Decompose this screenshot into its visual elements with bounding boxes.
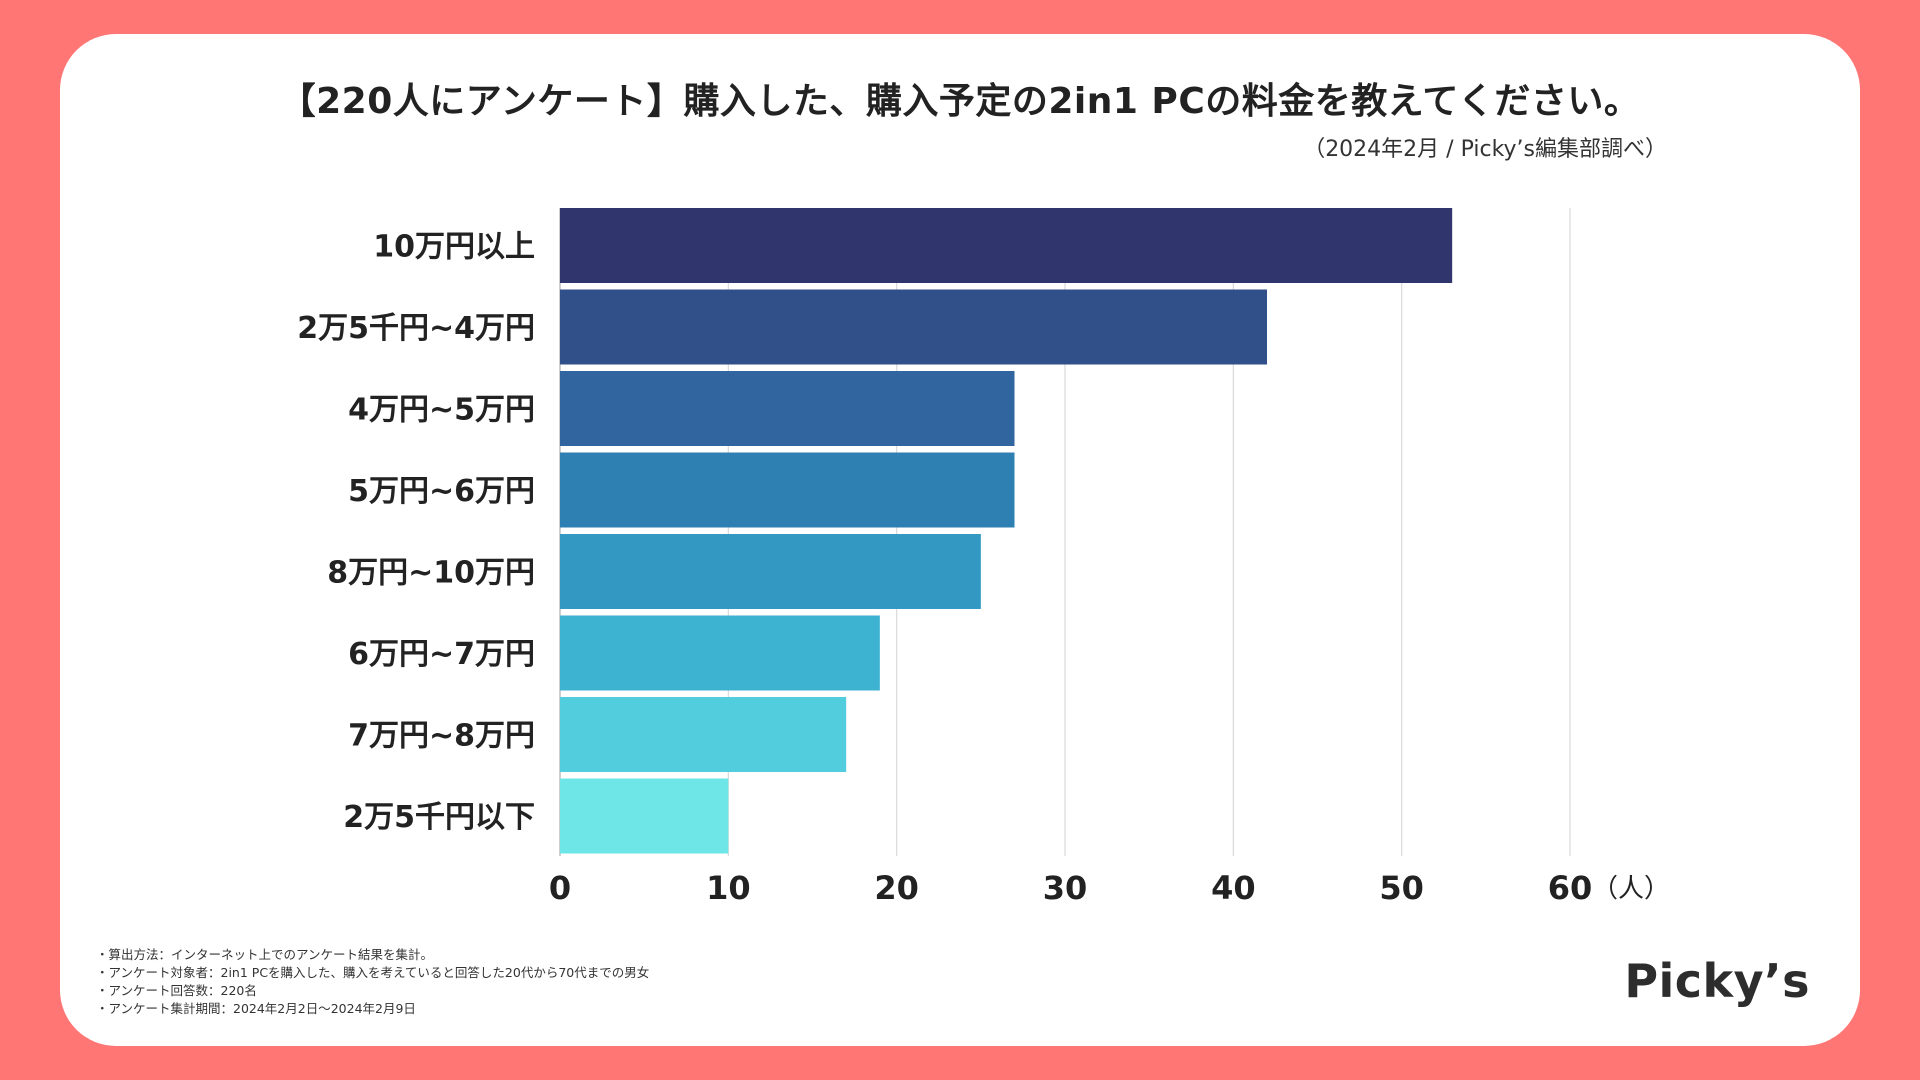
bar	[560, 778, 729, 854]
category-label: 10万円以上	[373, 230, 535, 265]
bar	[560, 452, 1015, 528]
bar	[560, 371, 1015, 446]
note-target: ・アンケート対象者：2in1 PCを購入した、購入を考えていると回答した20代か…	[96, 965, 650, 980]
x-tick-label: 10	[706, 869, 751, 907]
survey-notes: ・算出方法：インターネット上でのアンケート結果を集計。 ・アンケート対象者：2i…	[96, 946, 649, 1018]
note-period: ・アンケート集計期間：2024年2月2日〜2024年2月9日	[96, 1001, 416, 1016]
x-tick-label: 20	[874, 869, 919, 907]
x-tick-label: 60	[1548, 869, 1593, 907]
category-label: 6万円~7万円	[348, 637, 535, 672]
bar	[560, 208, 1453, 283]
bar	[560, 534, 981, 609]
x-axis-unit-label: （人）	[1592, 874, 1670, 904]
chart-title: 【220人にアンケート】購入した、購入予定の2in1 PCの料金を教えてください…	[279, 81, 1641, 122]
bar	[560, 697, 847, 772]
category-label: 5万円~6万円	[348, 474, 535, 509]
category-label: 8万円~10万円	[327, 556, 535, 591]
note-method: ・算出方法：インターネット上でのアンケート結果を集計。	[96, 947, 434, 962]
x-tick-label: 0	[549, 869, 571, 907]
category-label: 2万5千円以下	[343, 800, 535, 835]
bar	[560, 615, 880, 691]
chart-subtitle: （2024年2月 / Picky’s編集部調べ）	[1303, 137, 1667, 162]
category-label: 7万円~8万円	[348, 719, 535, 754]
x-tick-label: 50	[1379, 869, 1424, 907]
brand-logo: Picky’s	[1624, 954, 1810, 1008]
bar	[560, 289, 1267, 365]
category-label: 4万円~5万円	[348, 393, 535, 428]
x-tick-label: 40	[1211, 869, 1256, 907]
note-count: ・アンケート回答数：220名	[96, 983, 257, 998]
x-tick-label: 30	[1043, 869, 1088, 907]
category-label: 2万5千円~4万円	[297, 311, 535, 346]
